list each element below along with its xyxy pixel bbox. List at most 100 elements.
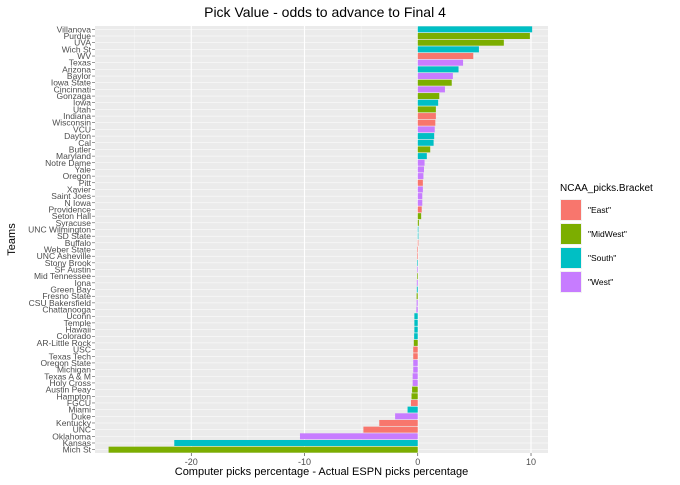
legend: NCAA_picks.Bracket "East" "MidWest" "South… bbox=[560, 183, 653, 293]
bar-notre-dame bbox=[417, 159, 425, 166]
team-label: Oklahoma bbox=[52, 431, 91, 441]
team-label: Notre Dame bbox=[45, 158, 91, 168]
bar-texas-tech bbox=[413, 353, 418, 360]
bar-mich-st bbox=[108, 446, 418, 453]
bar-wich-st bbox=[417, 46, 479, 53]
team-label: Yale bbox=[75, 164, 92, 174]
team-label: Buffalo bbox=[65, 238, 92, 248]
bar-green-bay bbox=[416, 286, 418, 293]
team-label: Holy Cross bbox=[49, 378, 91, 388]
bar-oregon-state bbox=[413, 359, 418, 366]
team-label: Iowa State bbox=[51, 78, 91, 88]
bar-miami bbox=[407, 406, 418, 413]
bar-villanova bbox=[417, 26, 533, 33]
bar-n-iowa bbox=[417, 199, 423, 206]
team-label: Mich St bbox=[63, 445, 92, 455]
plot-panel bbox=[95, 26, 548, 453]
chart-title: Pick Value - odds to advance to Final 4 bbox=[204, 4, 446, 20]
bar-buffalo bbox=[417, 239, 419, 246]
bar-cal bbox=[417, 139, 434, 146]
team-label: Oregon bbox=[63, 171, 92, 181]
bar-xavier bbox=[417, 186, 423, 193]
legend-label: "East" bbox=[588, 205, 611, 215]
bar-weber-state bbox=[417, 246, 418, 253]
bar-wv bbox=[417, 53, 474, 60]
bar-michigan bbox=[413, 366, 418, 373]
team-label: Dayton bbox=[64, 131, 91, 141]
team-label: FGCU bbox=[67, 398, 91, 408]
team-label: Stony Brook bbox=[45, 258, 92, 268]
bar-syracuse bbox=[417, 219, 419, 226]
team-label: UNC Asheville bbox=[37, 251, 92, 261]
team-label: Chattanooga bbox=[42, 305, 91, 315]
team-label: Maryland bbox=[56, 151, 91, 161]
bar-unc bbox=[363, 426, 418, 433]
team-label: Cincinnati bbox=[54, 84, 91, 94]
bar-indiana bbox=[417, 113, 436, 120]
bar-iona bbox=[416, 279, 418, 286]
bar-baylor bbox=[417, 73, 453, 80]
bar-maryland bbox=[417, 153, 427, 160]
bar-purdue bbox=[417, 33, 530, 40]
bar-texas bbox=[417, 59, 464, 66]
bar-fresno-state bbox=[416, 293, 418, 300]
legend-swatch bbox=[561, 224, 581, 244]
team-label: Butler bbox=[69, 144, 91, 154]
bar-kansas bbox=[174, 439, 418, 446]
bar-texas-a-m bbox=[412, 373, 418, 380]
x-axis: -20 -10 0 10 bbox=[185, 453, 536, 467]
team-label: Miami bbox=[68, 405, 91, 415]
legend-items: "East" "MidWest" "South" "West" bbox=[560, 199, 627, 293]
bar-hampton bbox=[411, 393, 418, 400]
bar-hawaii bbox=[414, 326, 418, 333]
team-label: N Iowa bbox=[65, 198, 92, 208]
bar-oregon bbox=[417, 173, 424, 180]
team-label: Michigan bbox=[57, 365, 91, 375]
team-label: Texas Tech bbox=[49, 351, 92, 361]
team-label: Duke bbox=[71, 411, 91, 421]
bar-arizona bbox=[417, 66, 459, 73]
team-label: Hampton bbox=[57, 391, 92, 401]
bar-yale bbox=[417, 166, 424, 173]
bar-chattanooga bbox=[416, 306, 418, 313]
team-label: AR-Little Rock bbox=[37, 338, 92, 348]
bar-uconn bbox=[414, 313, 418, 320]
team-label: Saint Joes bbox=[51, 191, 91, 201]
team-label: Uconn bbox=[66, 311, 91, 321]
bar-unc-asheville bbox=[417, 253, 418, 260]
bar-usc bbox=[413, 346, 418, 353]
team-label: UNC Wilmington bbox=[28, 224, 91, 234]
team-label: SF Austin bbox=[55, 265, 92, 275]
bar-stony-brook bbox=[417, 259, 418, 266]
team-label: UVA bbox=[74, 38, 91, 48]
bar-vcu bbox=[417, 126, 435, 133]
team-label: Iona bbox=[74, 278, 91, 288]
team-label: CSU Bakersfield bbox=[29, 298, 92, 308]
team-label: Wisconsin bbox=[52, 118, 91, 128]
bar-seton-hall bbox=[417, 213, 422, 220]
legend-swatch bbox=[561, 200, 581, 220]
team-label: Xavier bbox=[67, 184, 91, 194]
bar-iowa-state bbox=[417, 79, 452, 86]
team-label: Austin Peay bbox=[46, 385, 92, 395]
team-label: Fresno State bbox=[42, 291, 91, 301]
team-label: Texas bbox=[69, 58, 91, 68]
team-label: UNC bbox=[73, 425, 91, 435]
bar-gonzaga bbox=[417, 93, 440, 100]
bar-csu-bakersfield bbox=[416, 299, 418, 306]
bar-ar-little-rock bbox=[413, 339, 418, 346]
bar-fgcu bbox=[410, 399, 418, 406]
team-label: Seton Hall bbox=[52, 211, 91, 221]
x-tick-label: 0 bbox=[415, 457, 420, 467]
bars bbox=[108, 26, 533, 453]
team-label: Oregon State bbox=[40, 358, 91, 368]
legend-label: "MidWest" bbox=[588, 229, 627, 239]
team-label: Green Bay bbox=[50, 285, 91, 295]
bar-wisconsin bbox=[417, 119, 436, 126]
team-label: Colorado bbox=[57, 331, 92, 341]
team-label: Iowa bbox=[73, 98, 91, 108]
team-label: Indiana bbox=[63, 111, 91, 121]
team-label: Arizona bbox=[62, 64, 91, 74]
bar-duke bbox=[395, 413, 418, 420]
